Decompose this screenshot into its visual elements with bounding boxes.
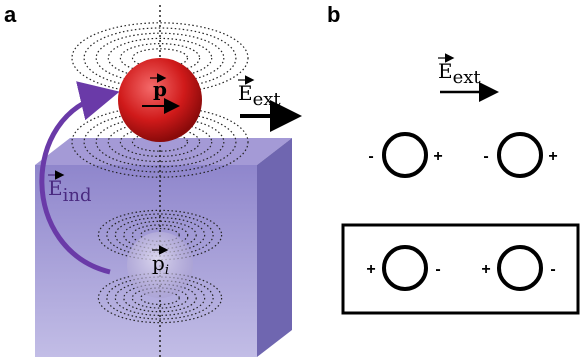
- image-subscript: i: [165, 263, 169, 278]
- particle: [499, 247, 541, 289]
- panel-label: a: [4, 2, 17, 27]
- charge-sign: -: [483, 148, 488, 165]
- charge-sign: +: [433, 148, 442, 165]
- ext-sub: ext: [453, 67, 482, 88]
- particle: [499, 134, 541, 176]
- panel-label: b: [327, 2, 340, 27]
- charge-sign: -: [368, 148, 373, 165]
- figure: p pi Eind Eext a b Eext -+-++-+-: [0, 0, 588, 357]
- ext-label-a: Eext: [238, 81, 281, 110]
- ext-e: E: [438, 59, 453, 83]
- dipole-label: p: [153, 77, 167, 101]
- charge-sign: +: [481, 261, 490, 278]
- ext-sub: ext: [253, 89, 282, 110]
- ext-e: E: [238, 81, 253, 105]
- ext-label-b: Eext: [438, 59, 481, 88]
- charge-sign: +: [548, 148, 557, 165]
- ind-sub: ind: [63, 185, 92, 206]
- panel-a: p pi Eind Eext a: [4, 2, 294, 357]
- particle: [384, 247, 426, 289]
- charge-sign: -: [550, 261, 555, 278]
- charge-sign: -: [435, 261, 440, 278]
- panel-b: b Eext - + - + + - + -: [327, 2, 578, 313]
- image-dipole: p: [152, 251, 165, 275]
- slab-side: [257, 138, 292, 357]
- slab-top: [35, 138, 292, 165]
- charge-sign: +: [366, 261, 375, 278]
- ind-e: E: [48, 176, 63, 200]
- particle: [384, 134, 426, 176]
